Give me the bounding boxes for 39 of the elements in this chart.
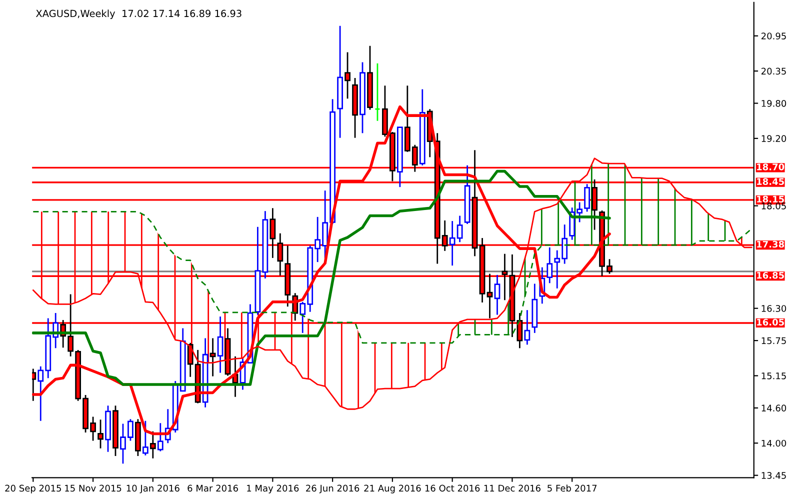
- y-tick-label: 13.45: [762, 472, 786, 479]
- candlestick: [157, 422, 164, 452]
- candlestick: [344, 52, 350, 100]
- x-tick-label: 21 Aug 2016: [364, 484, 421, 494]
- candlestick: [494, 274, 500, 316]
- x-tick-label: 11 Dec 2016: [484, 484, 540, 492]
- candlestick: [524, 309, 530, 346]
- x-tick-label: 15 Nov 2015: [65, 484, 122, 492]
- candlestick: [546, 246, 553, 284]
- candlestick: [98, 418, 104, 450]
- y-tick-label: 14.00: [762, 440, 786, 447]
- candlestick: [374, 62, 380, 122]
- candlestick: [210, 338, 216, 377]
- y-tick-label: 15.15: [762, 372, 786, 380]
- y-tick-label: 18.05: [762, 202, 786, 210]
- ref-line-label: 18.45: [757, 178, 784, 185]
- y-tick-label: 15.75: [762, 337, 786, 344]
- x-tick-label: 1 May 2016: [247, 484, 299, 494]
- ref-line-label: 18.15: [757, 196, 784, 203]
- y-tick-label: 19.80: [762, 100, 786, 107]
- y-tick-label: 14.60: [762, 404, 786, 412]
- ref-line-label: 16.85: [757, 272, 784, 279]
- candlestick: [142, 420, 148, 456]
- y-tick-label: 20.95: [761, 32, 786, 40]
- x-tick-label: 16 Oct 2016: [425, 484, 480, 492]
- y-tick-label: 20.35: [761, 68, 786, 75]
- ref-line-label: 16.05: [757, 318, 784, 326]
- x-tick-label: 20 Sep 2015: [5, 484, 61, 494]
- ref-line-label: 17.38: [757, 240, 784, 248]
- text: XAGUSD,Weekly 17.02 17.14 16.89 16.93: [36, 10, 242, 20]
- candlestick: [592, 178, 598, 231]
- candlestick: [217, 316, 224, 374]
- x-tick-label: 5 Feb 2017: [548, 484, 597, 492]
- x-tick-label: 6 Mar 2016: [188, 484, 238, 492]
- x-tick-label: 26 Jun 2016: [306, 484, 360, 494]
- x-tick-label: 10 Jan 2016: [126, 484, 180, 494]
- y-tick-label: 19.20: [762, 135, 786, 142]
- y-tick-label: 16.30: [762, 305, 786, 312]
- ref-line-label: 18.70: [757, 164, 784, 170]
